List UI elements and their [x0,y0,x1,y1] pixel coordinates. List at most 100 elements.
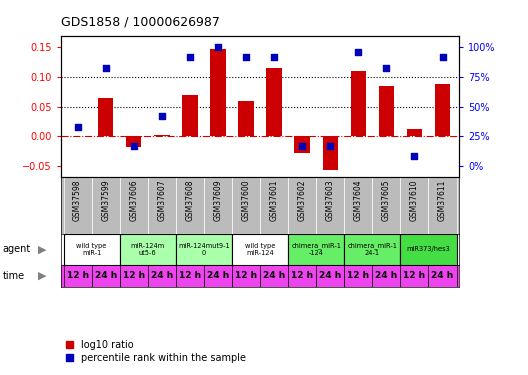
Bar [176,265,204,287]
Bar [288,177,316,234]
Bar [372,265,400,287]
Point [354,49,363,55]
Text: time: time [3,271,25,281]
Bar [295,136,310,153]
Bar [126,136,142,147]
Point [186,54,194,60]
Bar [120,265,148,287]
Text: 12 h: 12 h [122,271,145,280]
Bar [344,265,372,287]
Text: GSM37605: GSM37605 [382,179,391,221]
Text: 12 h: 12 h [235,271,257,280]
Text: chimera_miR-1
24-1: chimera_miR-1 24-1 [347,243,397,256]
Text: GSM37609: GSM37609 [213,179,222,221]
Text: 12 h: 12 h [67,271,89,280]
Text: GSM37600: GSM37600 [241,179,250,221]
Bar [176,177,204,234]
Bar [63,177,91,234]
Bar [232,265,260,287]
Bar [344,177,372,234]
Text: GSM37599: GSM37599 [101,179,110,221]
Text: wild type
miR-124: wild type miR-124 [245,243,275,256]
Legend: log10 ratio, percentile rank within the sample: log10 ratio, percentile rank within the … [65,340,246,363]
Bar [148,177,176,234]
Bar [407,129,422,136]
Text: GDS1858 / 10000626987: GDS1858 / 10000626987 [61,15,220,28]
Bar [288,234,344,265]
Text: 12 h: 12 h [179,271,201,280]
Text: chimera_miR-1
-124: chimera_miR-1 -124 [291,243,341,256]
Text: agent: agent [3,244,31,254]
Bar [260,265,288,287]
Text: 12 h: 12 h [403,271,426,280]
Bar [120,234,176,265]
Text: 24 h: 24 h [375,271,398,280]
Text: ▶: ▶ [38,244,46,254]
Bar [63,234,120,265]
Text: GSM37606: GSM37606 [129,179,138,221]
Text: 12 h: 12 h [291,271,313,280]
Bar [351,71,366,136]
Bar [148,265,176,287]
Bar [344,234,400,265]
Text: GSM37598: GSM37598 [73,179,82,220]
Bar [182,95,197,136]
Text: 24 h: 24 h [431,271,454,280]
Text: ▶: ▶ [38,271,46,281]
Bar [154,135,169,136]
Text: 24 h: 24 h [207,271,229,280]
Text: miR-124m
ut5-6: miR-124m ut5-6 [130,243,165,256]
Point [326,142,334,148]
Bar [435,84,450,136]
Bar [204,177,232,234]
Bar [91,177,120,234]
Bar [98,98,114,136]
Text: 24 h: 24 h [263,271,285,280]
Bar [400,177,429,234]
Point [157,113,166,119]
Bar [400,234,457,265]
Bar [316,177,344,234]
Bar [238,100,254,136]
Bar [120,177,148,234]
Point [410,153,419,159]
Bar [429,265,457,287]
Text: 12 h: 12 h [347,271,370,280]
Point [438,54,447,60]
Text: GSM37602: GSM37602 [298,179,307,220]
Text: GSM37610: GSM37610 [410,179,419,220]
Text: GSM37601: GSM37601 [270,179,279,220]
Point [214,45,222,51]
Bar [91,265,120,287]
Bar [372,177,400,234]
Bar [400,265,429,287]
Bar [266,68,282,136]
Bar [204,265,232,287]
Point [73,124,82,130]
Bar [176,234,232,265]
Bar [316,265,344,287]
Point [298,142,306,148]
Bar [288,265,316,287]
Point [242,54,250,60]
Text: 24 h: 24 h [319,271,341,280]
Text: GSM37611: GSM37611 [438,179,447,220]
Text: 24 h: 24 h [150,271,173,280]
Point [129,142,138,148]
Point [382,64,391,70]
Text: GSM37608: GSM37608 [185,179,194,220]
Point [101,64,110,70]
Bar [260,177,288,234]
Bar [429,177,457,234]
Text: miR-124mut9-1
0: miR-124mut9-1 0 [178,243,230,256]
Text: wild type
miR-1: wild type miR-1 [77,243,107,256]
Text: GSM37604: GSM37604 [354,179,363,221]
Bar [210,49,225,136]
Bar [379,86,394,136]
Text: GSM37603: GSM37603 [326,179,335,221]
Text: 24 h: 24 h [95,271,117,280]
Point [270,54,278,60]
Bar [232,234,288,265]
Text: GSM37607: GSM37607 [157,179,166,221]
Bar [232,177,260,234]
